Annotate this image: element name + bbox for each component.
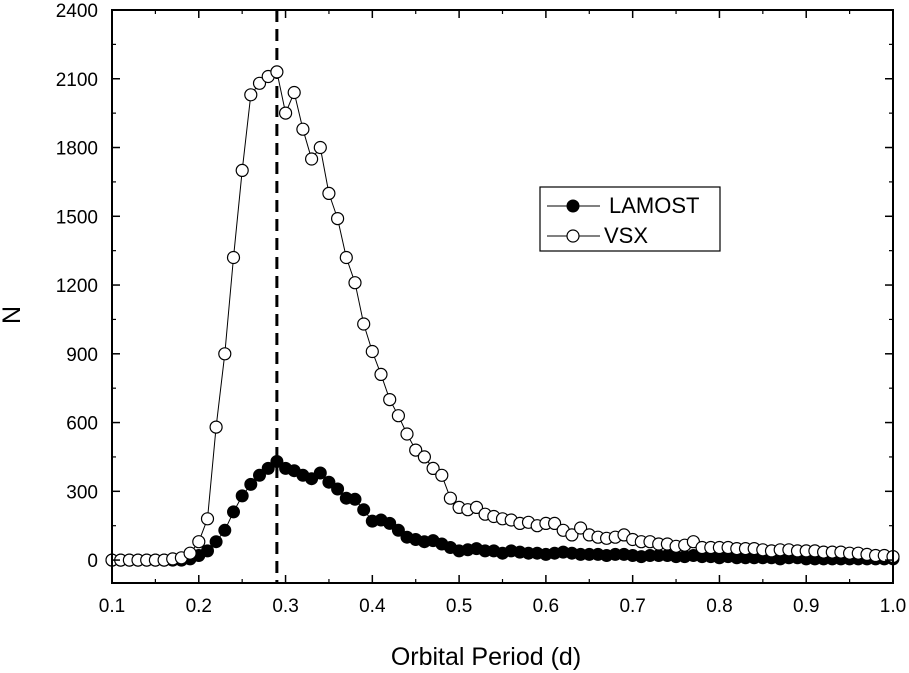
data-point [313,466,327,480]
data-point [435,468,449,482]
data-point [400,427,414,441]
data-point [573,521,588,535]
x-tick-label: 0.2 [186,596,212,617]
y-tick-label: 1800 [56,139,98,160]
data-point [322,475,336,489]
x-tick-label: 0.8 [706,596,732,617]
data-point [279,106,293,120]
x-tick-label: 1.0 [880,596,906,617]
legend-vsx-label: VSX [604,223,648,248]
data-point [261,461,275,475]
data-point [183,546,197,560]
data-point [374,367,388,381]
data-point [209,535,223,549]
data-point [417,450,431,464]
data-point [209,420,223,434]
data-point [252,76,267,90]
data-point [391,523,405,537]
data-point [565,528,579,542]
data-point [339,250,353,265]
data-point [383,516,397,530]
data-point [200,512,215,526]
data-point [357,503,371,517]
y-tick-label: 1500 [56,207,98,228]
data-point [331,212,345,226]
data-point [287,85,301,100]
data-point [218,523,232,537]
data-point [313,140,327,155]
x-tick-label: 0.7 [619,596,645,617]
data-point [270,65,284,79]
y-tick-label: 900 [66,345,98,366]
y-tick-label: 2100 [56,70,98,91]
x-axis-title: Orbital Period (d) [391,643,581,671]
data-point [469,500,484,514]
data-point [253,468,266,482]
y-tick-label: 1200 [56,276,98,297]
data-point [218,347,232,361]
data-point [443,491,457,505]
data-point [383,393,397,407]
data-point [357,317,371,331]
x-tick-label: 0.1 [99,596,125,617]
data-point [227,505,240,519]
y-axis-title: N [0,306,26,324]
data-point [409,443,423,457]
data-point [235,163,249,177]
x-tick-label: 0.6 [533,596,559,617]
legend-vsx-marker [566,229,580,243]
y-tick-label: 300 [66,482,98,503]
data-point [547,516,562,531]
data-point [244,88,258,102]
y-tick-label: 0 [87,551,98,572]
x-tick-label: 0.9 [793,596,819,617]
data-point [201,544,214,558]
data-point [348,276,362,290]
data-point [270,455,284,468]
data-point [296,122,310,136]
data-point [348,492,362,506]
legend-lamost-label: LAMOST [609,193,699,218]
data-point [322,186,336,200]
data-point [331,482,345,496]
data-point [305,152,319,166]
y-tick-label: 2400 [56,1,98,22]
data-point [235,489,249,503]
legend: LAMOST VSX [539,186,721,252]
data-point [226,250,241,265]
data-point [391,409,405,423]
legend-lamost-marker [566,199,580,213]
data-point [244,477,258,491]
x-tick-label: 0.3 [272,596,298,617]
plot-background [112,10,893,583]
x-tick-label: 0.4 [359,596,386,617]
data-point [192,535,206,549]
data-point [426,461,440,475]
y-tick-label: 600 [66,414,98,435]
data-point [365,344,379,359]
x-tick-label: 0.5 [446,596,472,617]
